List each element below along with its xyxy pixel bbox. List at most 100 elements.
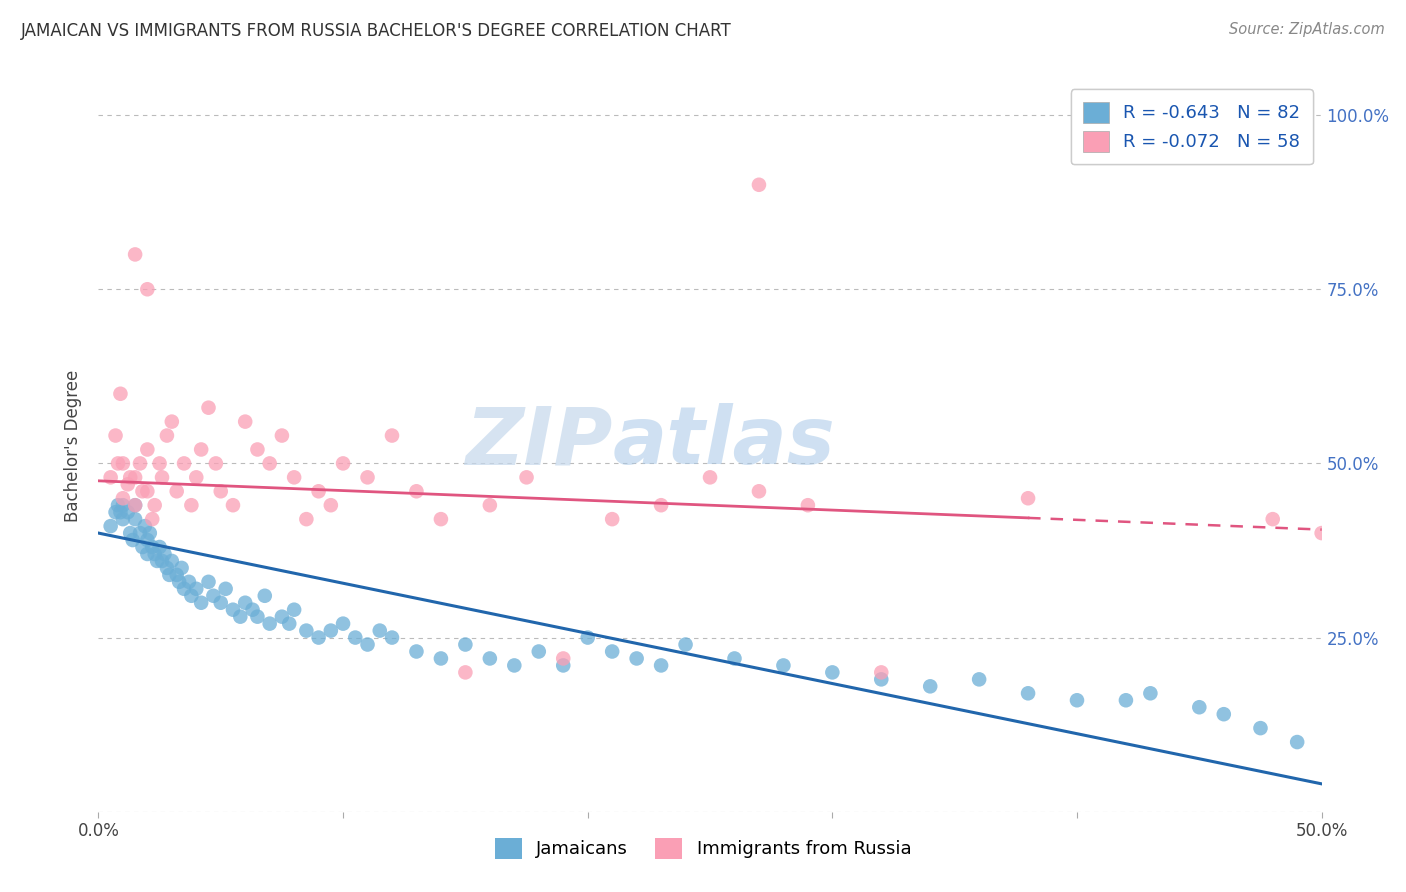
Point — [186, 470, 208, 484]
Point — [104, 505, 127, 519]
Point — [1115, 693, 1137, 707]
Point — [111, 498, 134, 512]
Point — [1066, 693, 1088, 707]
Point — [242, 603, 264, 617]
Point — [146, 554, 169, 568]
Point — [205, 457, 228, 471]
Point — [167, 574, 190, 589]
Point — [166, 484, 188, 499]
Point — [124, 498, 146, 512]
Point — [503, 658, 526, 673]
Point — [283, 470, 305, 484]
Point — [156, 428, 179, 442]
Point — [214, 582, 236, 596]
Point — [150, 470, 173, 484]
Point — [222, 498, 245, 512]
Point — [124, 247, 146, 261]
Point — [141, 540, 163, 554]
Point — [141, 512, 163, 526]
Point — [430, 512, 453, 526]
Text: ZIP: ZIP — [465, 403, 612, 482]
Point — [332, 457, 354, 471]
Point — [120, 526, 142, 541]
Point — [675, 638, 697, 652]
Point — [246, 609, 269, 624]
Text: Source: ZipAtlas.com: Source: ZipAtlas.com — [1229, 22, 1385, 37]
Point — [190, 442, 212, 457]
Point — [253, 589, 276, 603]
Point — [100, 470, 122, 484]
Point — [527, 644, 550, 658]
Point — [295, 512, 318, 526]
Point — [100, 519, 122, 533]
Point — [576, 631, 599, 645]
Text: JAMAICAN VS IMMIGRANTS FROM RUSSIA BACHELOR'S DEGREE CORRELATION CHART: JAMAICAN VS IMMIGRANTS FROM RUSSIA BACHE… — [21, 22, 733, 40]
Point — [233, 415, 256, 429]
Point — [748, 178, 770, 192]
Point — [259, 616, 281, 631]
Point — [967, 673, 990, 687]
Point — [553, 651, 575, 665]
Legend: Jamaicans, Immigrants from Russia: Jamaicans, Immigrants from Russia — [484, 827, 922, 870]
Point — [197, 401, 219, 415]
Point — [381, 428, 404, 442]
Point — [180, 589, 202, 603]
Point — [150, 554, 173, 568]
Point — [129, 457, 152, 471]
Point — [650, 498, 672, 512]
Point — [139, 526, 162, 541]
Point — [136, 282, 159, 296]
Point — [124, 512, 146, 526]
Point — [170, 561, 193, 575]
Point — [772, 658, 794, 673]
Point — [229, 609, 252, 624]
Point — [454, 638, 477, 652]
Point — [160, 415, 183, 429]
Point — [117, 477, 139, 491]
Point — [723, 651, 745, 665]
Point — [430, 651, 453, 665]
Point — [104, 428, 127, 442]
Point — [209, 596, 232, 610]
Point — [1286, 735, 1309, 749]
Point — [153, 547, 176, 561]
Point — [478, 498, 501, 512]
Point — [124, 470, 146, 484]
Point — [246, 442, 269, 457]
Point — [553, 658, 575, 673]
Point — [308, 484, 330, 499]
Point — [1212, 707, 1234, 722]
Point — [356, 638, 378, 652]
Point — [454, 665, 477, 680]
Point — [173, 582, 195, 596]
Point — [748, 484, 770, 499]
Point — [110, 505, 132, 519]
Point — [270, 609, 294, 624]
Point — [920, 679, 942, 693]
Point — [405, 644, 427, 658]
Text: atlas: atlas — [612, 403, 835, 482]
Point — [121, 533, 143, 547]
Point — [107, 457, 129, 471]
Point — [202, 589, 225, 603]
Point — [131, 540, 153, 554]
Point — [131, 484, 153, 499]
Point — [405, 484, 427, 499]
Point — [129, 526, 152, 541]
Point — [190, 596, 212, 610]
Point — [344, 631, 367, 645]
Point — [143, 547, 166, 561]
Point — [368, 624, 391, 638]
Point — [1261, 512, 1284, 526]
Point — [381, 631, 404, 645]
Point — [111, 491, 134, 506]
Point — [1017, 491, 1039, 506]
Point — [319, 498, 342, 512]
Point — [1310, 526, 1333, 541]
Point — [1139, 686, 1161, 700]
Point — [136, 547, 159, 561]
Point — [197, 574, 219, 589]
Point — [626, 651, 648, 665]
Point — [478, 651, 501, 665]
Point — [1188, 700, 1211, 714]
